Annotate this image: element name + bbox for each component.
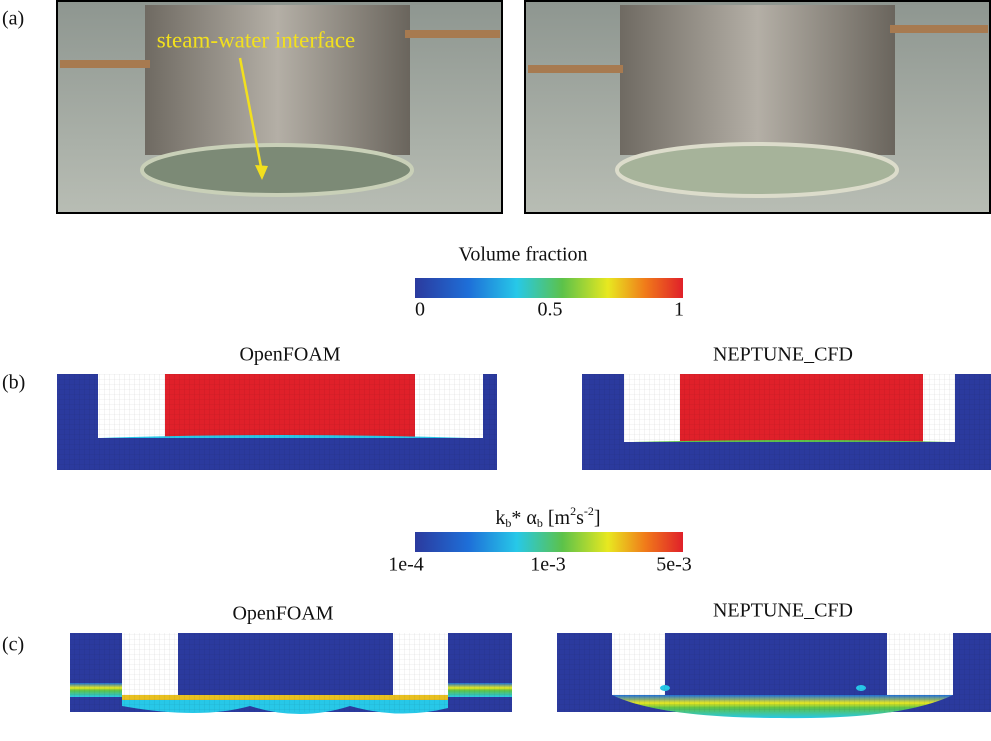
panel-title: OpenFOAM xyxy=(239,344,340,366)
simulation-b-left xyxy=(57,374,497,470)
colorbar-title-part: k xyxy=(495,507,505,529)
colorbar-tick-label: 1e-3 xyxy=(530,554,566,576)
panel-label: (b) xyxy=(2,372,25,394)
colorbar-title-part: [m xyxy=(543,507,571,529)
colorbar-title-part: ] xyxy=(594,507,601,529)
colorbar-title-part: s xyxy=(576,507,584,529)
panel-title: NEPTUNE_CFD xyxy=(713,344,853,366)
colorbar xyxy=(415,278,683,298)
panel-title: OpenFOAM xyxy=(232,603,333,625)
simulation-b-right xyxy=(582,374,991,470)
colorbar-tick-label: 5e-3 xyxy=(656,554,692,576)
panel-label: (c) xyxy=(2,634,24,656)
simulation-c-left xyxy=(70,633,512,714)
photo-right xyxy=(525,1,990,213)
colorbar xyxy=(415,532,683,552)
colorbar-title: kb​* αb​ [m2​s-2​] xyxy=(495,504,600,530)
colorbar-title-part: * α xyxy=(511,507,537,529)
panel-title: NEPTUNE_CFD xyxy=(713,600,853,622)
colorbar-tick-label: 1e-4 xyxy=(388,554,424,576)
figure: (a) steam-water interface Volume fractio… xyxy=(0,0,991,741)
colorbar-title: Volume fraction xyxy=(458,244,587,266)
colorbar-tick-label: 1 xyxy=(674,299,684,321)
colorbar-tick-label: 0.5 xyxy=(538,299,563,321)
annotation: steam-water interface xyxy=(157,27,356,52)
colorbar-tick-label: 0 xyxy=(415,299,425,321)
colorbar-title-part: -2 xyxy=(584,504,594,518)
simulation-c-right xyxy=(557,633,991,718)
panel-label: (a) xyxy=(2,8,24,30)
